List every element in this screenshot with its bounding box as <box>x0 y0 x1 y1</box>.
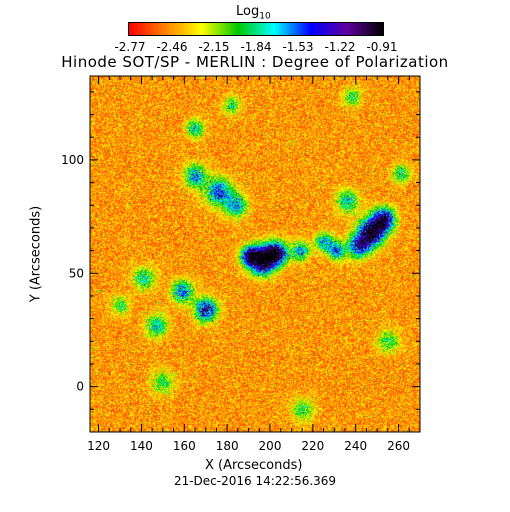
plot-title: Hinode SOT/SP - MERLIN : Degree of Polar… <box>61 53 449 71</box>
y-axis-label: Y (Arcseconds) <box>28 205 44 303</box>
colorbar-tick: -2.77 <box>114 40 146 54</box>
colorbar-tick: -0.91 <box>366 40 398 54</box>
colorbar-tick: -2.46 <box>156 40 188 54</box>
x-tick-label: 240 <box>344 439 367 453</box>
colorbar-tick: -2.15 <box>198 40 230 54</box>
x-tick-label: 140 <box>130 439 153 453</box>
plot-frame <box>89 75 421 433</box>
x-tick-label: 220 <box>301 439 324 453</box>
timestamp: 21-Dec-2016 14:22:56.369 <box>173 474 337 488</box>
x-tick-label: 180 <box>216 439 239 453</box>
x-axis-label: X (Arcseconds) <box>205 458 303 473</box>
colorbar-tick: -1.22 <box>324 40 356 54</box>
x-tick-label: 160 <box>173 439 196 453</box>
colorbar-tick-labels: -2.77 -2.46 -2.15 -1.84 -1.53 -1.22 -0.9… <box>0 40 510 56</box>
colorbar-tick: -1.84 <box>240 40 272 54</box>
x-tick-label: 120 <box>87 439 110 453</box>
colorbar-title: Log10 <box>236 4 271 22</box>
polarization-map <box>90 76 420 432</box>
y-tick-label: 50 <box>69 266 84 280</box>
polarization-image <box>90 76 420 432</box>
colorbar <box>128 22 384 36</box>
colorbar-tick: -1.53 <box>282 40 314 54</box>
x-tick-label: 200 <box>259 439 282 453</box>
x-tick-label: 260 <box>387 439 410 453</box>
y-tick-label: 0 <box>76 380 84 394</box>
y-tick-label: 100 <box>61 153 84 167</box>
